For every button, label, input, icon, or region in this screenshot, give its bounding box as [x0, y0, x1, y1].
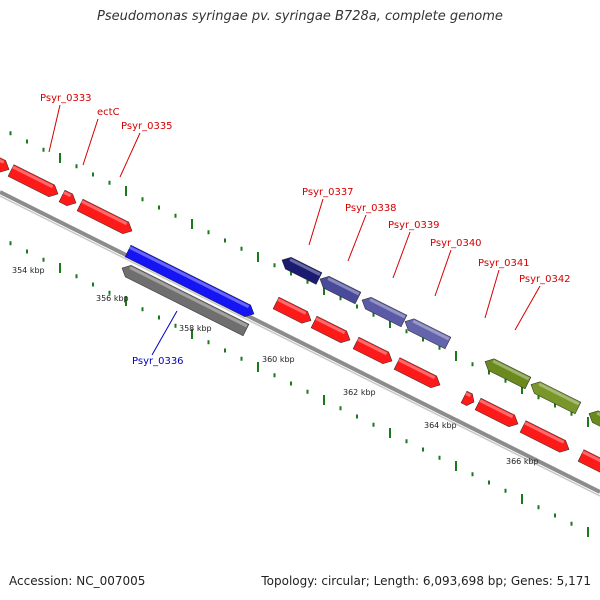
scale-label: 364 kbp [424, 421, 457, 430]
backbone-shadow [0, 195, 600, 497]
gene-arrow-psyr-0335 [76, 198, 133, 234]
gene-arrow-psyr-0336 [124, 244, 255, 317]
gene-label: ectC [97, 107, 120, 118]
scale-label: 358 kbp [179, 324, 212, 333]
gene-features [0, 153, 600, 474]
gene-label: Psyr_0337 [302, 187, 354, 198]
gene-arrow-psyr-0339 [361, 297, 408, 328]
gene-arrow-ectc [7, 164, 59, 197]
gene-arrow-psyr-0338 [319, 276, 362, 305]
gene-arrow-red [393, 357, 441, 388]
gene-arrow-small [58, 189, 77, 206]
leader-line [151, 310, 178, 356]
leader-line [392, 231, 411, 279]
gene-arrow-olive [588, 410, 600, 432]
scale-label: 356 kbp [96, 294, 129, 303]
gene-label: Psyr_0340 [430, 238, 482, 249]
gene-arrow-red [310, 315, 351, 343]
leader-line [308, 198, 324, 246]
gene-arrow-small [460, 390, 475, 406]
leader-line [484, 269, 500, 319]
leader-line [514, 285, 541, 331]
gene-label: Psyr_0341 [478, 258, 530, 269]
leader-line [347, 214, 367, 262]
scale-label: 360 kbp [262, 355, 295, 364]
leader-line [119, 132, 141, 178]
accession-text: Accession: NC_007005 [9, 574, 146, 588]
gene-label: Psyr_0335 [121, 121, 173, 132]
gene-arrow-psyr-0341 [474, 397, 519, 427]
tick-marks [9, 131, 589, 537]
gene-arrow-red [577, 449, 600, 474]
scale-label: 366 kbp [506, 457, 539, 466]
topology-text: Topology: circular; Length: 6,093,698 bp… [261, 574, 591, 588]
leader-line [82, 118, 99, 166]
gene-arrow-red [272, 296, 312, 324]
gene-arrow-psyr-0333 [0, 153, 10, 173]
scale-labels: 354 kbp 356 kbp 358 kbp 360 kbp 362 kbp 364 k… [12, 266, 539, 466]
gene-arrow-psyr-0337 [281, 257, 323, 285]
genome-backbone [0, 190, 600, 497]
gene-label: Psyr_0336 [132, 356, 184, 367]
gene-label: Psyr_0333 [40, 93, 92, 104]
gene-arrow-psyr-0342 [519, 420, 570, 453]
gene-arrow-red [352, 336, 393, 364]
gene-label: Psyr_0338 [345, 203, 397, 214]
gene-arrow-olive [530, 381, 582, 415]
gene-arrow-olive [484, 358, 532, 390]
map-title: Pseudomonas syringae pv. syringae B728a,… [97, 9, 503, 24]
gene-label: Psyr_0342 [519, 274, 571, 285]
gene-arrow-psyr-0340 [404, 318, 452, 350]
gene-label: Psyr_0339 [388, 220, 440, 231]
scale-label: 354 kbp [12, 266, 45, 275]
gene-arrow-grey [121, 265, 250, 337]
backbone-line [0, 190, 600, 494]
leader-line [48, 104, 61, 153]
leader-line [434, 249, 452, 297]
scale-label: 362 kbp [343, 388, 376, 397]
label-leader-lines [48, 104, 541, 356]
